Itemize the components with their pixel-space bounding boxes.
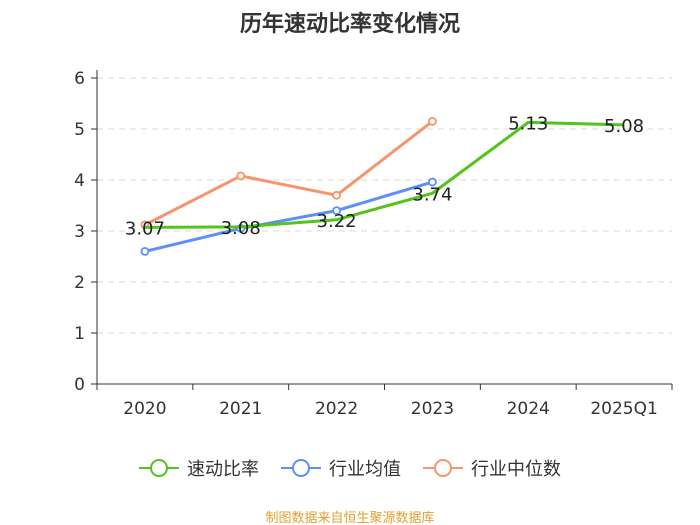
y-tick-label-2: 2 [74,273,85,293]
y-tick-label-1: 1 [74,324,85,344]
x-tick-label-2025Q1: 2025Q1 [590,399,657,419]
series-line-1 [144,180,433,253]
series-line-2 [144,120,434,227]
legend-label: 速动比率 [187,459,259,480]
legend-line-marker-icon [423,459,463,477]
chart-title: 历年速动比率变化情况 [239,12,460,37]
y-tick-label-0: 0 [74,375,85,395]
x-tick-label-2020: 2020 [123,399,166,419]
source-note: 制图数据来自恒生聚源数据库 [265,511,435,525]
data-label-2025Q1: 5.08 [604,116,644,137]
x-tick-label-2023: 2023 [411,399,454,419]
data-point-s2-2023 [428,116,437,126]
legend-label: 行业中位数 [471,459,561,480]
x-tick-label-2022: 2022 [315,399,358,419]
data-point-s2-2021 [236,171,246,181]
series-line-0 [144,120,625,229]
y-tick-label-3: 3 [74,222,85,242]
y-tick-label-6: 6 [74,69,85,89]
legend-item-0[interactable]: 速动比率 [139,455,259,481]
legend-label: 行业均值 [329,459,401,480]
data-label-2021: 3.08 [221,218,261,239]
data-point-s1-2020 [140,246,150,256]
data-label-2024: 5.13 [508,113,548,134]
x-tick-label-2021: 2021 [219,399,262,419]
data-label-2022: 3.22 [317,211,357,232]
data-point-s1-2022 [332,206,341,216]
data-point-s2-2022 [332,190,341,200]
data-label-2023: 3.74 [412,184,452,205]
legend-item-1[interactable]: 行业均值 [281,455,401,481]
legend-line-marker-icon [281,459,321,477]
x-tick-label-2024: 2024 [507,399,550,419]
legend-line-marker-icon [139,459,179,477]
legend-item-2[interactable]: 行业中位数 [423,455,561,481]
data-label-2020: 3.07 [125,218,165,239]
legend: 速动比率 行业均值 行业中位数 [0,455,700,481]
y-tick-label-5: 5 [74,120,85,140]
data-point-s1-2023 [428,177,437,187]
y-tick-label-4: 4 [74,171,85,191]
